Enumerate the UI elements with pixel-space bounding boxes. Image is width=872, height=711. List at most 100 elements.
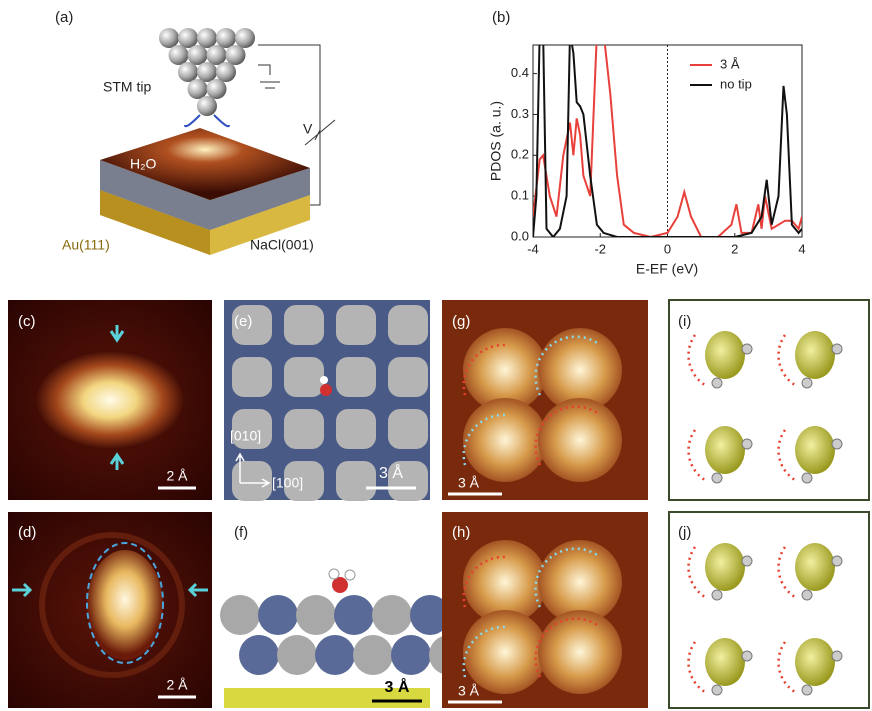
cl-atom	[220, 595, 260, 635]
legend-label: no tip	[720, 76, 752, 91]
cl-atom	[284, 305, 324, 345]
hydrogen	[345, 570, 355, 580]
tip-atom	[207, 79, 227, 99]
orbital	[795, 331, 835, 379]
tip-atom	[169, 45, 189, 65]
arrows	[185, 115, 229, 126]
tip-atom	[226, 45, 246, 65]
illustrations	[8, 28, 869, 708]
x-tick-label: 2	[731, 241, 738, 256]
cl-atom	[284, 409, 324, 449]
cl-atom	[336, 461, 376, 501]
hydrogen	[742, 556, 752, 566]
panel-label: (c)	[18, 313, 36, 330]
y-tick-label: 0.4	[511, 65, 529, 80]
axis-label: [100]	[272, 475, 303, 491]
y-axis-label: PDOS (a. u.)	[488, 101, 504, 181]
oxygen	[320, 384, 332, 396]
tip-atom	[216, 28, 236, 48]
hydrogen	[742, 344, 752, 354]
hydrogen	[712, 590, 722, 600]
panel-label: (a)	[55, 9, 73, 26]
cl-atom	[372, 595, 412, 635]
na-atom	[239, 635, 279, 675]
orbital	[795, 426, 835, 474]
scale-label: 2 Å	[166, 677, 188, 693]
hydrogen	[832, 651, 842, 661]
lobe	[538, 398, 622, 482]
orbital	[795, 543, 835, 591]
orbital	[705, 638, 745, 686]
stm-image	[442, 300, 648, 500]
figure: (a) (b) (c) (d) (e) (f) (g) (h) (i) (j) …	[0, 0, 872, 711]
model-frame	[669, 512, 869, 708]
y-tick-label: 0.3	[511, 106, 529, 121]
cl-atom	[336, 357, 376, 397]
lobe	[463, 610, 547, 694]
stm-blob	[35, 350, 185, 450]
y-tick-label: 0.2	[511, 147, 529, 162]
cl-atom	[388, 409, 428, 449]
hydrogen	[320, 376, 328, 384]
tip-atom	[188, 45, 208, 65]
hydrogen	[712, 685, 722, 695]
axis-label: [010]	[230, 428, 261, 444]
tip-atom	[197, 96, 217, 116]
na-atom	[315, 635, 355, 675]
na-atom	[353, 635, 393, 675]
hydrogen	[802, 685, 812, 695]
lobe	[463, 398, 547, 482]
panel-label: (i)	[678, 313, 691, 330]
tip-atom	[178, 28, 198, 48]
orbital	[705, 331, 745, 379]
hydrogen	[832, 344, 842, 354]
tip-atom	[178, 62, 198, 82]
na-atom	[391, 635, 431, 675]
hydrogen	[832, 439, 842, 449]
cl-atom	[232, 357, 272, 397]
tip-atom	[207, 45, 227, 65]
tip-atom	[197, 62, 217, 82]
orbital	[705, 426, 745, 474]
scale-label: 3 Å	[379, 463, 403, 482]
stm-blob	[87, 550, 163, 660]
panel-label: (h)	[452, 524, 470, 541]
voltage-label: V	[303, 121, 313, 137]
cl-atom	[284, 357, 324, 397]
tip-atom	[188, 79, 208, 99]
scale-label: 3 Å	[385, 677, 410, 696]
panel-label: (e)	[234, 313, 252, 330]
hydrogen	[832, 556, 842, 566]
hydrogen	[802, 590, 812, 600]
cl-atom	[258, 595, 298, 635]
scale-label: 3 Å	[458, 475, 480, 491]
cl-atom	[336, 305, 376, 345]
cl-atom	[334, 595, 374, 635]
x-tick-label: 4	[798, 241, 805, 256]
x-tick-label: -2	[594, 241, 606, 256]
hydrogen	[329, 569, 339, 579]
model-frame	[669, 300, 869, 500]
hydrogen	[742, 651, 752, 661]
orbital	[795, 638, 835, 686]
hydrogen	[802, 378, 812, 388]
hydrogen	[712, 378, 722, 388]
x-tick-label: -4	[527, 241, 539, 256]
cl-atom	[388, 305, 428, 345]
hydrogen	[802, 473, 812, 483]
substrate-label: Au(111)	[62, 237, 110, 253]
panel-label: (f)	[234, 524, 248, 541]
x-tick-label: 0	[664, 241, 671, 256]
x-axis-label: E-EF (eV)	[636, 261, 698, 277]
panel-label: (j)	[678, 524, 691, 541]
legend-label: 3 Å	[720, 56, 740, 71]
scale-label: 3 Å	[458, 683, 480, 699]
cl-atom	[388, 357, 428, 397]
tip-atom	[159, 28, 179, 48]
tip-label: STM tip	[103, 79, 151, 95]
cl-atom	[336, 409, 376, 449]
hydrogen	[712, 473, 722, 483]
film-label: NaCl(001)	[250, 237, 314, 253]
panel-label: (b)	[492, 9, 510, 26]
na-atom	[277, 635, 317, 675]
